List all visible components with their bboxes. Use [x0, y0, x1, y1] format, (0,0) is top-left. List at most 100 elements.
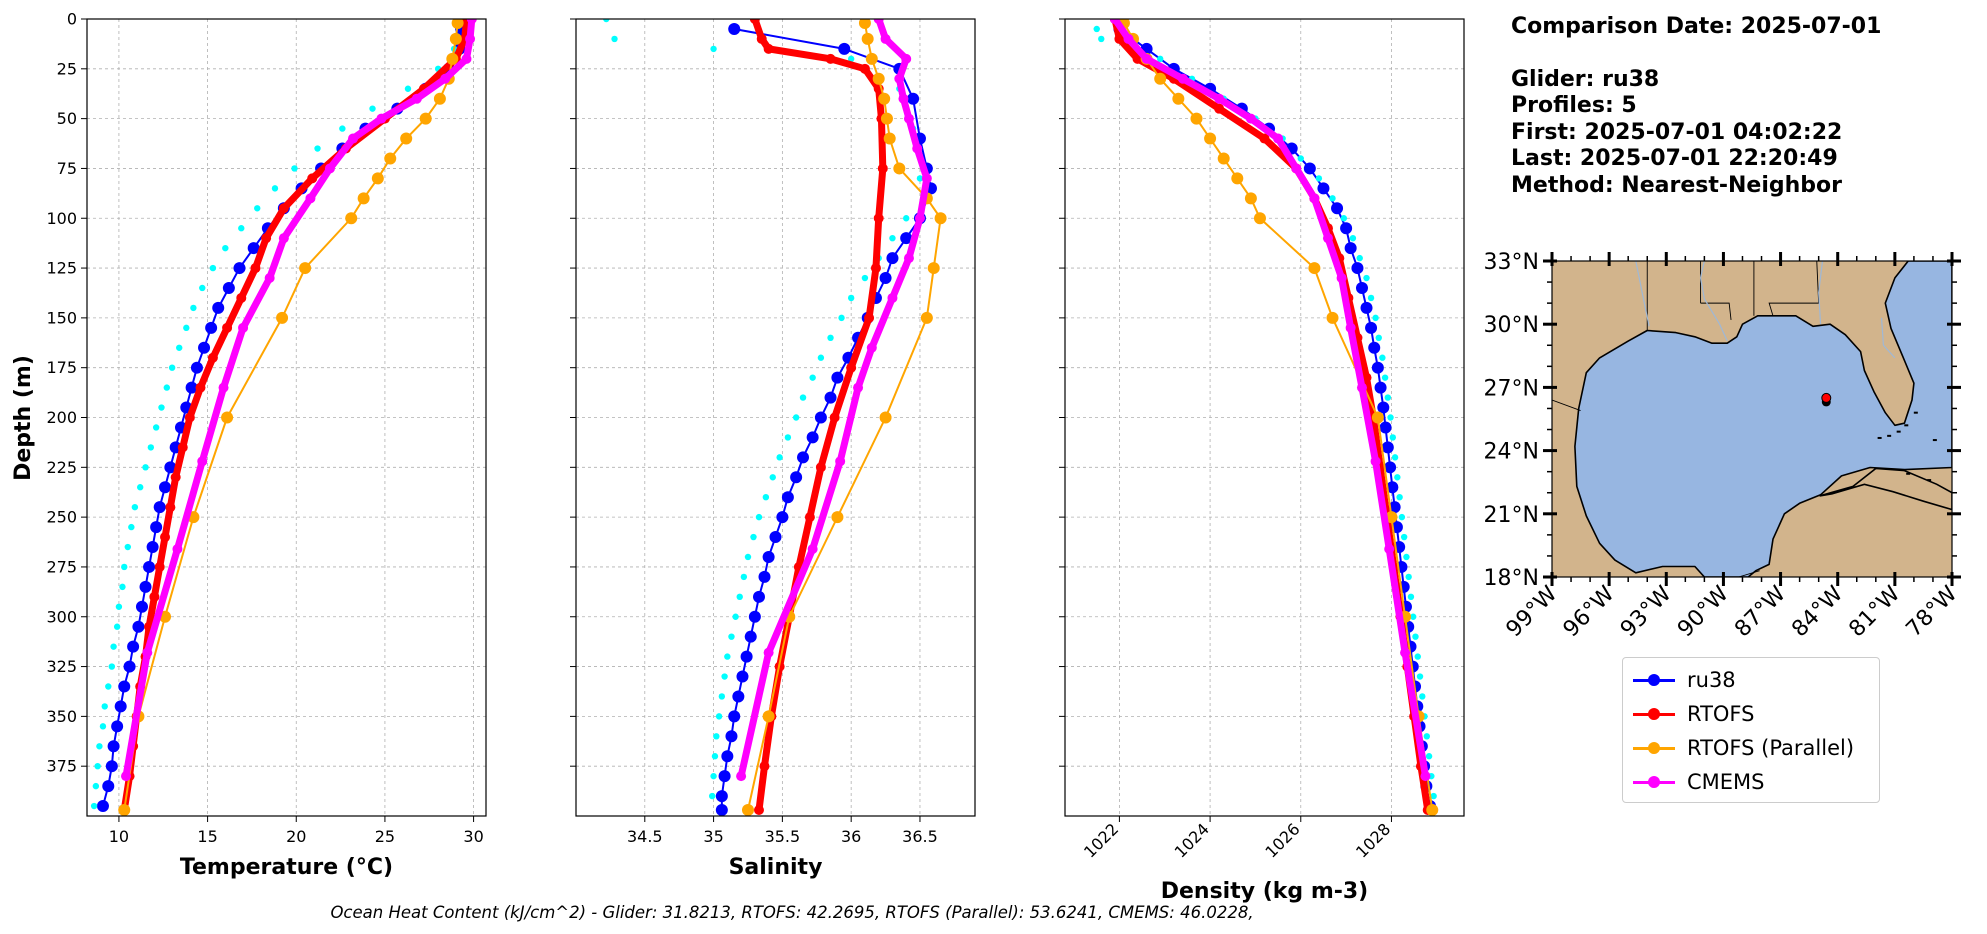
series-point-ru38 [102, 780, 115, 793]
x-tick-label: 1028 [1352, 819, 1394, 861]
series-point-ru38 [1381, 441, 1394, 454]
glider-profile-point [847, 55, 855, 63]
glider-profile-point [728, 633, 735, 640]
series-point-ru38 [715, 790, 728, 803]
y-tick-label: 25 [57, 59, 77, 78]
x-tick-label: 25 [375, 827, 395, 846]
series-point-rtofs-parallel [858, 19, 871, 29]
glider-profile-point [1340, 215, 1348, 222]
series-point-cmems [1345, 322, 1356, 333]
x-tick-label: 35 [703, 827, 723, 846]
legend-swatch [1633, 670, 1675, 690]
glider-profile-point [176, 344, 183, 351]
series-point-rtofs-parallel [831, 511, 844, 524]
series-point-ru38 [776, 511, 789, 524]
glider-profile-point [199, 284, 206, 292]
series-point-rtofs [873, 213, 884, 224]
glider-profile-point [115, 603, 123, 610]
glider-profile-point [603, 19, 610, 23]
series-point-rtofs [222, 322, 233, 333]
series-point-ru38 [1331, 202, 1344, 215]
series-point-ru38 [736, 670, 749, 683]
series-point-cmems [880, 33, 891, 44]
series-point-ru38 [127, 640, 140, 653]
series-point-cmems [465, 33, 476, 44]
map-lat-label: 33°N [1484, 250, 1539, 275]
y-tick-label: 300 [46, 607, 77, 626]
series-point-ru38 [132, 620, 145, 633]
glider-profile-point [1356, 254, 1363, 262]
legend-label: ru38 [1687, 668, 1736, 692]
series-point-cmems [921, 173, 932, 184]
glider-profile-point [1398, 513, 1406, 521]
series-point-rtofs [160, 532, 171, 543]
series-point-rtofs-parallel [1217, 152, 1230, 165]
glider-profile-point [99, 723, 107, 730]
series-point-ru38 [150, 521, 163, 534]
island-mark [1906, 472, 1911, 475]
series-point-rtofs [763, 43, 774, 54]
map-lon-label: 87°W [1730, 581, 1791, 642]
series-line-rtofs [120, 19, 470, 814]
series-point-rtofs [864, 312, 875, 323]
series-point-rtofs-parallel [357, 192, 370, 205]
series-point-ru38 [1360, 301, 1373, 314]
series-point-rtofs [756, 33, 767, 44]
series-point-ru38 [1344, 242, 1357, 255]
series-point-ru38 [715, 804, 728, 816]
series-point-ru38 [744, 630, 757, 643]
glider-profile-point [755, 513, 763, 521]
x-axis-label: Density (kg m-3) [1161, 879, 1369, 904]
series-point-ru38 [135, 600, 148, 613]
glider-profile-point [792, 414, 800, 421]
series-point-rtofs-parallel [1308, 262, 1321, 275]
glider-profile-point [168, 364, 176, 371]
glider-profile-point [903, 215, 910, 222]
island-mark [1877, 436, 1882, 439]
glider-profile-point [713, 733, 720, 740]
glider-profile-point [736, 593, 743, 601]
glider-profile-point [183, 324, 190, 332]
glider-profile-point [1396, 494, 1403, 501]
first-time: First: 2025-07-01 04:02:22 [1511, 119, 1843, 145]
series-point-rtofs-parallel [1385, 511, 1398, 524]
series-point-rtofs [804, 512, 815, 523]
glider-profile-point [1387, 414, 1394, 421]
series-point-ru38 [1377, 401, 1390, 414]
series-point-cmems [903, 253, 914, 264]
series-point-rtofs [149, 591, 160, 602]
series-point-ru38 [105, 760, 118, 773]
island-mark [1927, 479, 1932, 482]
glider-profile-point [124, 543, 131, 551]
glider-profile-point [1405, 573, 1412, 581]
river [1880, 317, 1896, 359]
series-point-ru38 [222, 281, 235, 294]
series-point-rtofs-parallel [1244, 192, 1257, 205]
y-tick-label: 350 [46, 707, 77, 726]
y-tick-label: 150 [46, 308, 77, 327]
legend-item-cmems: CMEMS [1633, 766, 1765, 798]
island-mark [1913, 411, 1918, 414]
glider-profile-point [1372, 314, 1379, 322]
series-point-rtofs-parallel [345, 212, 358, 225]
series-point-ru38 [814, 411, 827, 424]
glider-profile-point [721, 673, 728, 680]
legend-label: RTOFS (Parallel) [1687, 736, 1855, 760]
map-lon-label: 93°W [1616, 581, 1677, 642]
series-point-rtofs [753, 805, 764, 816]
glider-profile-point [1423, 733, 1431, 740]
x-axis-label: Salinity [729, 855, 823, 880]
series-point-cmems [1420, 771, 1431, 782]
series-point-cmems [121, 771, 132, 782]
legend-item-rtofs-parallel: RTOFS (Parallel) [1633, 732, 1854, 764]
series-point-cmems [324, 163, 335, 174]
y-tick-label: 75 [57, 159, 77, 178]
series-point-ru38 [1386, 481, 1399, 494]
glider-profile-point [1381, 374, 1389, 381]
state-border [1738, 570, 1760, 577]
glider-profile-point [715, 713, 723, 720]
series-point-rtofs [250, 263, 261, 274]
series-point-cmems [912, 143, 923, 154]
series-point-ru38 [185, 381, 198, 394]
glider-profile-point [838, 314, 845, 322]
